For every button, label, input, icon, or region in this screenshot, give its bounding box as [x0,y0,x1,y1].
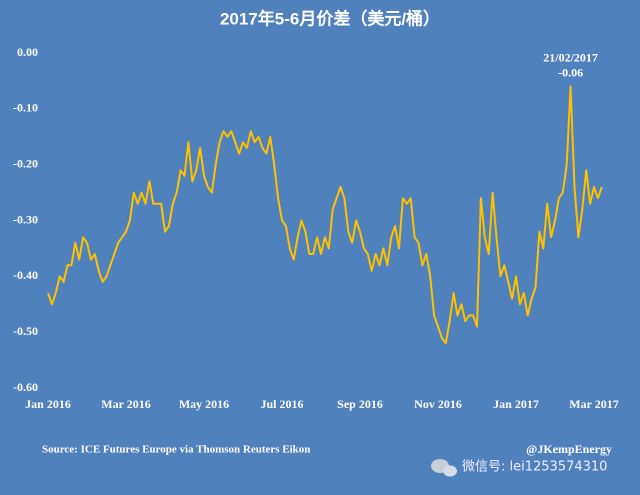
annotation-date: 21/02/2017 [543,50,598,64]
credit: @JKempEnergy [526,442,612,456]
x-tick-label: Mar 2016 [101,397,150,411]
x-tick-label: Mar 2017 [569,397,618,411]
x-tick-label: Sep 2016 [337,397,383,411]
y-tick-label: -0.50 [13,324,38,338]
y-tick-label: -0.30 [13,212,38,226]
chart-title: 2017年5-6月价差（美元/桶） [220,8,440,28]
watermark-icon [431,459,457,477]
x-tick-label: Nov 2016 [414,397,462,411]
x-tick-label: May 2016 [179,397,229,411]
line [47,85,603,345]
x-tick-label: Jan 2016 [25,397,71,411]
y-tick-label: -0.10 [13,101,38,115]
y-tick-label: -0.60 [13,380,38,394]
watermark: 微信号: lei1253574310 [462,460,607,475]
y-tick-label: -0.40 [13,268,38,282]
x-tick-label: Jan 2017 [493,397,539,411]
source: Source: ICE Futures Europe via Thomson R… [42,444,310,456]
annotation-value: -0.06 [558,65,583,79]
y-tick-label: 0.00 [17,45,38,59]
y-tick-label: -0.20 [13,156,38,170]
x-tick-label: Jul 2016 [260,397,303,411]
